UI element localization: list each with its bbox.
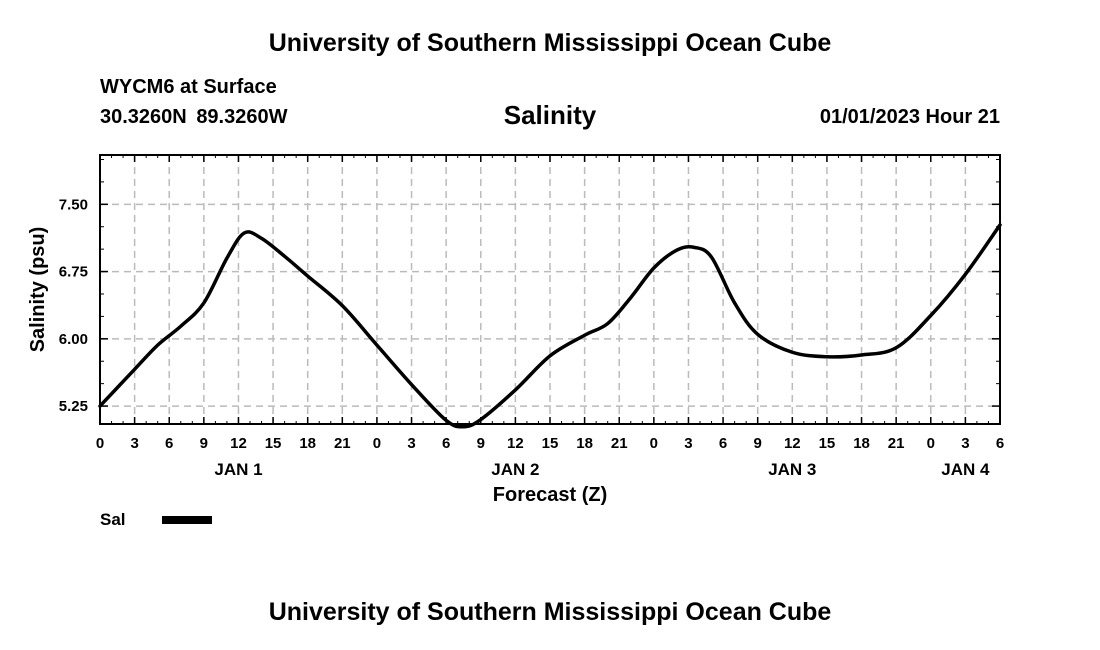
x-tick-label: 6 — [996, 435, 1004, 452]
x-tick-label: 18 — [299, 435, 316, 452]
x-tick-label: 15 — [819, 435, 836, 452]
x-tick-label: 21 — [611, 435, 628, 452]
day-label: JAN 1 — [214, 460, 262, 479]
x-tick-label: 9 — [754, 435, 762, 452]
bottom-title: University of Southern Mississippi Ocean… — [268, 598, 832, 626]
x-tick-label: 9 — [477, 435, 485, 452]
x-tick-label: 18 — [853, 435, 870, 452]
plot-frame — [99, 154, 1001, 425]
x-tick-label: 0 — [927, 435, 935, 452]
x-tick-label: 0 — [373, 435, 381, 452]
station-name: WYCM6 at Surface — [100, 76, 277, 98]
x-tick-label: 6 — [442, 435, 450, 452]
station-coordinates: 30.3260N 89.3260W — [100, 106, 287, 129]
x-tick-label: 15 — [542, 435, 559, 452]
x-tick-label: 3 — [130, 435, 138, 452]
chart-title: Salinity — [503, 100, 597, 130]
legend-label: Sal — [100, 510, 126, 529]
axis-labels: 0 3 6 9 12 15 18 21 0 3 6 9 12 15 18 21 0 3 6 9 12 15 18 21 0 3 6 5… — [59, 196, 1004, 479]
day-label: JAN 2 — [491, 460, 539, 479]
x-tick-label: 18 — [576, 435, 593, 452]
forecast-datetime: 01/01/2023 Hour 21 — [819, 106, 1000, 128]
y-axis-label: Salinity (psu) — [27, 227, 49, 353]
series — [98, 223, 1002, 429]
top-title: University of Southern Mississippi Ocean… — [268, 29, 832, 57]
x-tick-label: 15 — [265, 435, 282, 452]
latitude: 30.3260N — [100, 106, 187, 128]
x-tick-label: 21 — [888, 435, 905, 452]
x-tick-label: 12 — [230, 435, 247, 452]
x-tick-label: 6 — [719, 435, 727, 452]
y-tick-label: 5.25 — [59, 398, 88, 415]
x-tick-label: 0 — [96, 435, 104, 452]
x-tick-label: 12 — [507, 435, 524, 452]
x-tick-label: 6 — [165, 435, 173, 452]
y-tick-label: 7.50 — [59, 196, 88, 213]
x-tick-label: 3 — [684, 435, 692, 452]
x-tick-label: 0 — [650, 435, 658, 452]
series-line-salinity — [98, 223, 1002, 429]
longitude: 89.3260W — [196, 106, 288, 128]
x-tick-label: 12 — [784, 435, 801, 452]
x-axis-label: Forecast (Z) — [493, 484, 607, 506]
x-tick-label: 3 — [961, 435, 969, 452]
x-tick-label: 21 — [334, 435, 351, 452]
day-label: JAN 4 — [941, 460, 990, 479]
grid — [100, 155, 1000, 424]
x-tick-label: 9 — [200, 435, 208, 452]
x-tick-label: 3 — [407, 435, 415, 452]
day-label: JAN 3 — [768, 460, 816, 479]
y-tick-label: 6.75 — [59, 264, 88, 281]
legend-line-swatch — [162, 516, 212, 524]
y-tick-label: 6.00 — [59, 331, 88, 348]
